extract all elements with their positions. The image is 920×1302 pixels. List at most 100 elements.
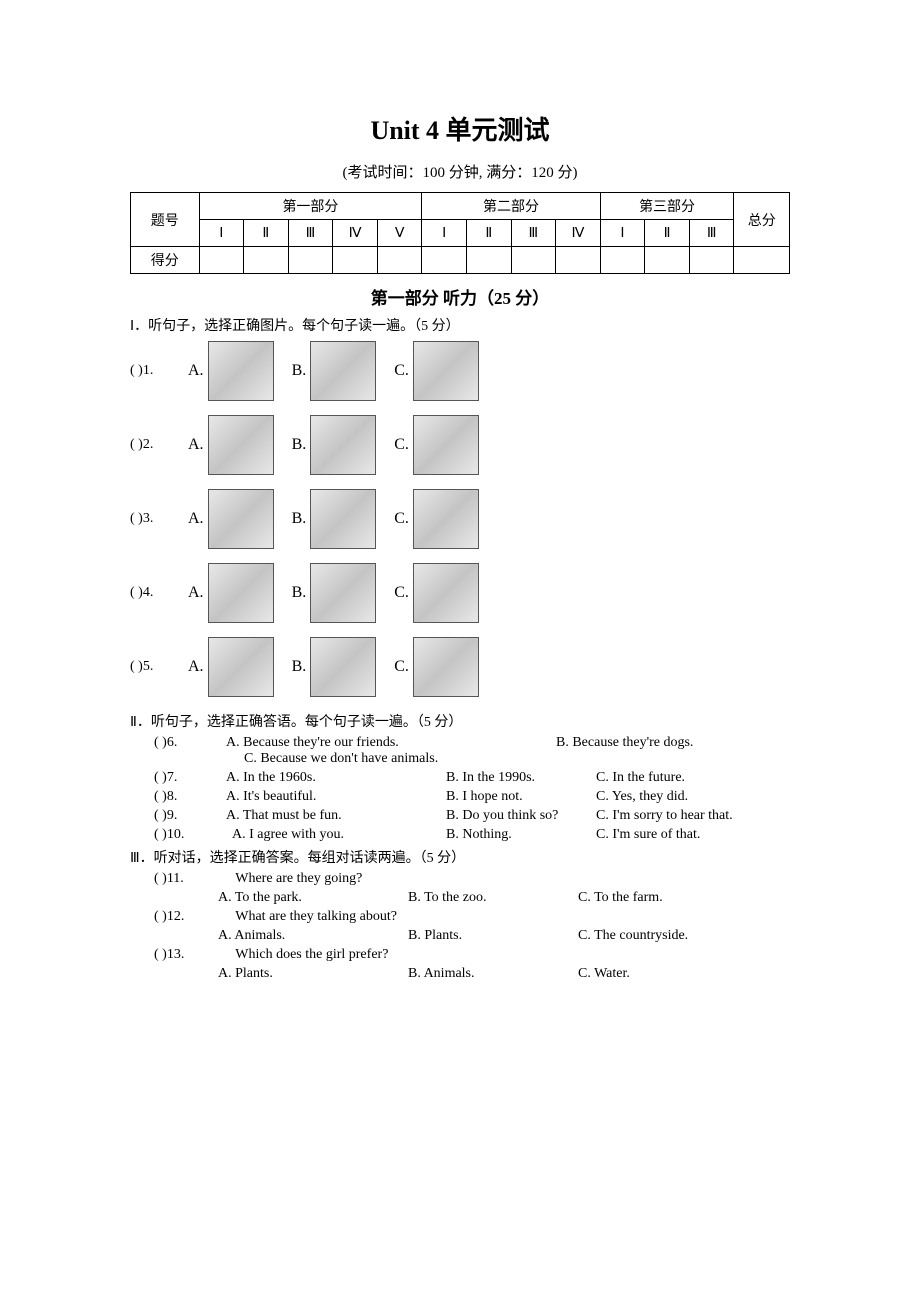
score-cell[interactable]	[645, 247, 690, 274]
q13-option-c: C. Water.	[578, 966, 748, 982]
col-p1-5: Ⅴ	[377, 220, 422, 247]
score-cell[interactable]	[556, 247, 601, 274]
q12-paren[interactable]: ( )12.	[154, 909, 232, 925]
q8-option-c: C. Yes, they did.	[596, 789, 688, 805]
score-cell[interactable]	[288, 247, 333, 274]
q11-option-c: C. To the farm.	[578, 890, 748, 906]
option-label: B.	[292, 362, 307, 380]
q7-paren[interactable]: ( )7.	[154, 770, 226, 786]
col-p2-4: Ⅳ	[556, 220, 601, 247]
q3-option-b: B.	[292, 489, 377, 549]
col-p2-2: Ⅱ	[466, 220, 511, 247]
col-p3-3: Ⅲ	[689, 220, 734, 247]
q11-text: Where are they going?	[235, 871, 362, 886]
col-p2-1: Ⅰ	[422, 220, 467, 247]
col-p2-3: Ⅲ	[511, 220, 556, 247]
q8-paren[interactable]: ( )8.	[154, 789, 226, 805]
question-11: ( )11. Where are they going?	[154, 871, 790, 887]
q9-option-b: B. Do you think so?	[446, 808, 596, 824]
sun-sky-image	[208, 415, 274, 475]
col-p1-1: Ⅰ	[199, 220, 244, 247]
q9-option-c: C. I'm sorry to hear that.	[596, 808, 733, 824]
option-label: B.	[292, 658, 307, 676]
score-cell[interactable]	[600, 247, 645, 274]
q7-option-b: B. In the 1990s.	[446, 770, 596, 786]
q3-paren[interactable]: ( )3.	[130, 511, 188, 527]
q1-option-c: C.	[394, 341, 479, 401]
score-table: 题号 第一部分 第二部分 第三部分 总分 Ⅰ Ⅱ Ⅲ Ⅳ Ⅴ Ⅰ Ⅱ Ⅲ Ⅳ Ⅰ…	[130, 192, 790, 274]
q4-option-b: B.	[292, 563, 377, 623]
q13-text: Which does the girl prefer?	[235, 947, 388, 962]
section1-title: 第一部分 听力（25 分）	[130, 284, 790, 309]
q13-options: A. Plants. B. Animals. C. Water.	[218, 966, 790, 982]
q1-paren[interactable]: ( )1.	[130, 363, 188, 379]
option-label: C.	[394, 658, 409, 676]
q6-option-a: A. Because they're our friends.	[226, 735, 556, 751]
score-cell[interactable]	[333, 247, 378, 274]
section2-instruction: Ⅱ．听句子，选择正确答语。每个句子读一遍。（5 分）	[130, 711, 790, 731]
score-cell[interactable]	[244, 247, 289, 274]
score-cell[interactable]	[377, 247, 422, 274]
question-13: ( )13. Which does the girl prefer?	[154, 947, 790, 963]
exam-info: (考试时间：100 分钟, 满分：120 分)	[130, 161, 790, 182]
q2-option-c: C.	[394, 415, 479, 475]
q4-option-a: A.	[188, 563, 274, 623]
q12-options: A. Animals. B. Plants. C. The countrysid…	[218, 928, 790, 944]
option-label: C.	[394, 510, 409, 528]
question-6: ( )6. A. Because they're our friends. B.…	[154, 735, 790, 767]
q2-option-b: B.	[292, 415, 377, 475]
q9-paren[interactable]: ( )9.	[154, 808, 226, 824]
page-title: Unit 4 单元测试	[130, 110, 790, 147]
q2-option-a: A.	[188, 415, 274, 475]
score-cell[interactable]	[199, 247, 244, 274]
q10-paren[interactable]: ( )10.	[154, 827, 232, 843]
score-cell[interactable]	[422, 247, 467, 274]
city-buildings-image	[310, 489, 376, 549]
col-p3-2: Ⅱ	[645, 220, 690, 247]
option-label: C.	[394, 436, 409, 454]
q6-paren[interactable]: ( )6.	[154, 735, 226, 751]
q10-option-b: B. Nothing.	[446, 827, 596, 843]
score-cell[interactable]	[466, 247, 511, 274]
score-cell[interactable]	[511, 247, 556, 274]
option-label: A.	[188, 362, 204, 380]
q3-option-a: A.	[188, 489, 274, 549]
q1-option-a: A.	[188, 341, 274, 401]
countryside-image	[208, 489, 274, 549]
header-part3: 第三部分	[600, 193, 734, 220]
q11-options: A. To the park. B. To the zoo. C. To the…	[218, 890, 790, 906]
option-label: A.	[188, 658, 204, 676]
computer-image	[310, 415, 376, 475]
q2-paren[interactable]: ( )2.	[130, 437, 188, 453]
q12-text: What are they talking about?	[235, 909, 397, 924]
eiffel-tower-image	[310, 563, 376, 623]
option-label: B.	[292, 510, 307, 528]
q13-paren[interactable]: ( )13.	[154, 947, 232, 963]
option-label: A.	[188, 510, 204, 528]
q9-option-a: A. That must be fun.	[226, 808, 446, 824]
q5-option-b: B.	[292, 637, 377, 697]
option-label: A.	[188, 436, 204, 454]
q7-option-a: A. In the 1960s.	[226, 770, 446, 786]
q11-paren[interactable]: ( )11.	[154, 871, 232, 887]
lake-scene-image	[413, 563, 479, 623]
q3-option-c: C.	[394, 489, 479, 549]
q4-paren[interactable]: ( )4.	[130, 585, 188, 601]
score-cell[interactable]	[689, 247, 734, 274]
q1-option-b: B.	[292, 341, 377, 401]
question-7: ( )7. A. In the 1960s. B. In the 1990s. …	[154, 770, 790, 786]
question-8: ( )8. A. It's beautiful. B. I hope not. …	[154, 789, 790, 805]
option-label: A.	[188, 584, 204, 602]
col-p1-3: Ⅲ	[288, 220, 333, 247]
q12-option-c: C. The countryside.	[578, 928, 748, 944]
q8-option-b: B. I hope not.	[446, 789, 596, 805]
q5-paren[interactable]: ( )5.	[130, 659, 188, 675]
score-cell[interactable]	[734, 247, 790, 274]
col-p1-4: Ⅳ	[333, 220, 378, 247]
person-desk-image	[208, 637, 274, 697]
q10-option-a: A. I agree with you.	[232, 827, 446, 843]
q4-option-c: C.	[394, 563, 479, 623]
q6-option-b: B. Because they're dogs.	[556, 735, 693, 751]
section1-instruction: Ⅰ．听句子，选择正确图片。每个句子读一遍。（5 分）	[130, 315, 790, 335]
q5-option-c: C.	[394, 637, 479, 697]
